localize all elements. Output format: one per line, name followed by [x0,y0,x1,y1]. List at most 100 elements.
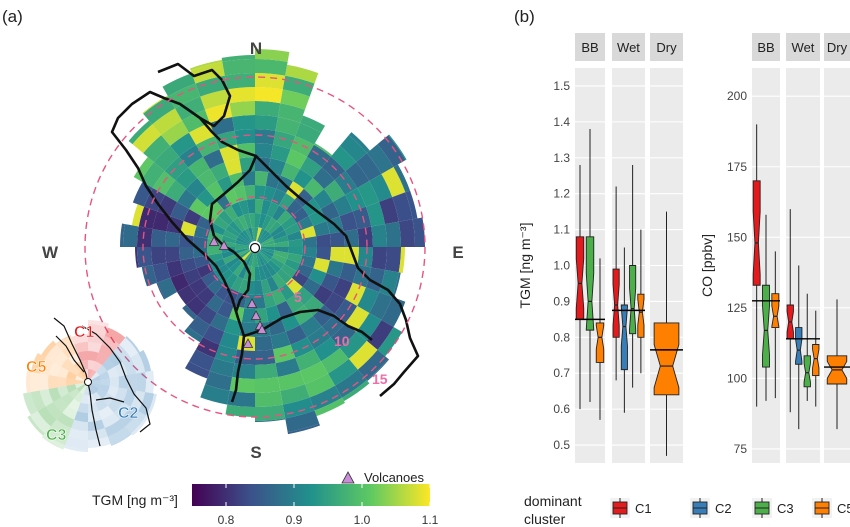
inset-cell [39,357,54,376]
inset-cell [125,411,147,434]
rose-cell [302,278,321,296]
inset-cell [88,360,96,370]
rose-cell [135,247,139,268]
rose-cell [255,390,283,407]
inset-cell [107,351,123,367]
y-tick-label: 100 [727,371,747,385]
rose-cell [244,185,255,200]
rose-cell [235,243,250,247]
ring-label-10: 10 [334,333,350,349]
box-bb-c3 [762,214,770,401]
rose-cell [255,185,266,200]
rose-cell [377,135,406,167]
box-plot-2: CO [ppbv] 75 100 125 150 175 200 BB Wet Dry [699,33,850,463]
rose-cell [267,259,282,274]
rose-cell [214,344,237,364]
rose-cell [207,247,222,256]
inset-cell [89,369,97,379]
rose-cell [272,230,287,241]
rose-cell [266,201,279,218]
rose-cell [223,253,238,264]
rose-cell [231,276,244,293]
rose-cell [228,259,243,274]
rose-cell [177,285,197,305]
rose-cell [206,294,224,313]
inset-cell [66,378,76,386]
inset-cell [53,397,69,413]
rose-cell [255,101,281,118]
box-body [585,236,595,331]
rose-cell [295,122,321,145]
rose-cell [284,258,301,271]
box-wet-c3 [629,164,637,388]
rose-cell [179,247,194,261]
inset-cell [79,385,87,395]
inset-cell [88,394,96,404]
rose-cell [332,277,353,299]
rose-cell [335,369,367,398]
rose-cell [245,252,253,266]
facet-strip [575,33,605,61]
rose-cell [258,229,268,243]
rose-cell [300,315,322,338]
rose-cell [246,199,255,214]
rose-cell [203,149,225,170]
rose-cell [365,201,385,227]
ring-label-15: 15 [372,371,388,387]
volcano-marker [218,240,230,250]
rose-cell [388,134,407,160]
rose-cell [138,206,158,229]
facet-label: Dry [656,40,677,55]
rose-cell [186,295,207,316]
y-tick-label: 75 [734,442,748,456]
inset-cell [122,388,137,407]
rose-cell [300,361,328,385]
rose-cell [314,143,333,157]
y-tick-label: 200 [727,89,747,103]
distance-ring-10 [142,134,368,360]
rose-cell [224,158,242,176]
box-bb-c3 [585,129,595,402]
rose-cell [270,331,291,350]
rose-cell [235,248,250,254]
inset-cell [98,344,114,359]
country-borders [110,62,420,403]
rose-cell [152,262,171,283]
rose-cell [276,300,293,319]
distance-rings [84,76,426,418]
rose-cell [277,371,305,391]
inset-cell [48,362,62,377]
rose-cell [183,268,202,285]
inset-cell [107,366,119,379]
y-tick-label: 0.8 [553,330,570,344]
volcano-legend-label: Volcanoes [364,470,424,485]
rose-cell [352,265,372,288]
rose-cell [231,201,244,218]
rose-cell [251,227,255,242]
inset-cell [68,388,80,399]
inset-cell [44,426,69,445]
rose-cell [120,223,126,247]
rose-cell [225,257,240,269]
rose-cell [206,181,224,200]
rose-cell [219,331,240,350]
rose-cell [273,130,296,150]
rose-cell [182,304,198,320]
rose-cell [369,292,393,320]
rose-cell [348,340,378,370]
inset-cell [95,352,108,366]
rose-cell [255,335,274,351]
rose-cell [200,384,230,405]
rose-cell [290,337,314,358]
inset-cell [88,333,105,345]
rose-cell [296,263,314,278]
rose-cell [179,233,194,247]
rose-cell [294,286,314,306]
inset-cell [88,342,102,353]
inset-cell [138,392,154,416]
rose-cell [274,247,289,253]
inset-cell [125,336,140,353]
rose-cell [166,260,184,278]
rose-cell [162,73,196,97]
inset-cell [48,375,58,389]
